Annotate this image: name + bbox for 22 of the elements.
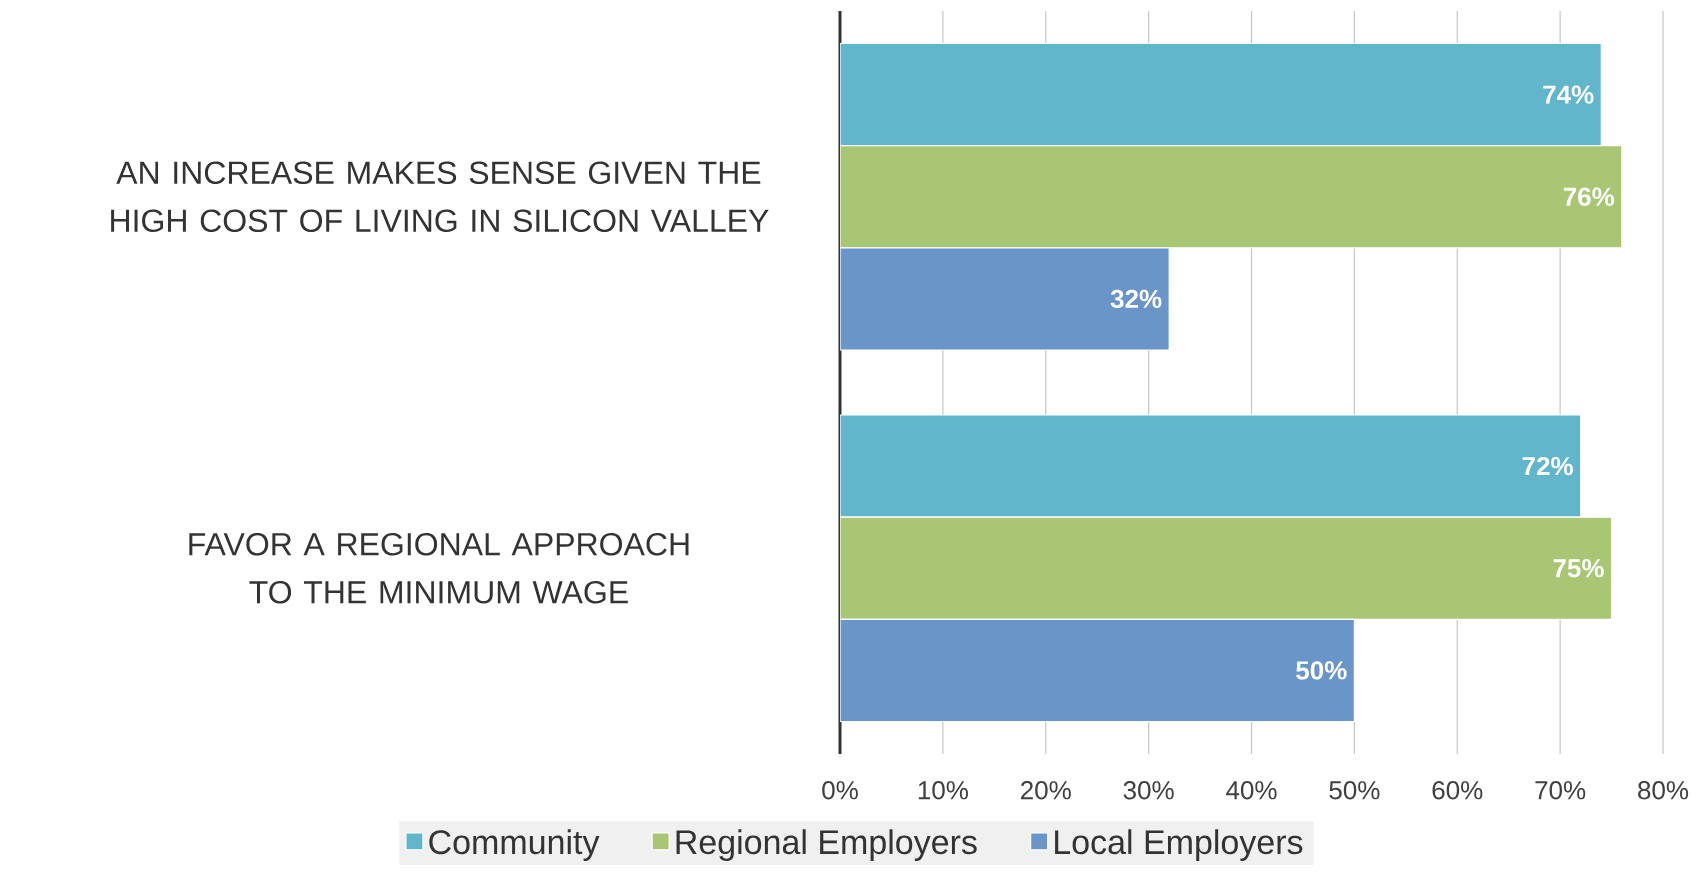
legend-label: Local Employers <box>1055 829 1303 861</box>
data-label: 74% <box>1543 85 1594 104</box>
x-tick-label: 40% <box>1226 781 1277 800</box>
data-label: 76% <box>1563 187 1615 206</box>
legend-label: Community <box>429 829 600 861</box>
legend-label: Regional Employers <box>676 829 977 861</box>
data-label: 50% <box>1296 661 1347 680</box>
x-tick-label: 30% <box>1123 781 1174 800</box>
x-tick-label: 10% <box>918 781 968 800</box>
y-tick-label: AN INCREASE MAKES SENSE GIVEN THE HIGH COST OF LIVING IN SILICON VALLEY <box>111 161 769 233</box>
bar <box>840 145 1623 249</box>
data-label: 75% <box>1553 559 1604 578</box>
y-tick-label: FAVOR A REGIONAL APPROACH TO THE MINIMUM WAGE <box>189 532 689 604</box>
x-tick-label: 20% <box>1021 781 1071 800</box>
x-tick-label: 80% <box>1638 781 1689 800</box>
x-tick-label: 60% <box>1432 781 1483 800</box>
x-tick-label: 0% <box>822 781 858 800</box>
bar <box>840 516 1613 620</box>
x-tick-label: 70% <box>1535 781 1586 800</box>
x-tick-label: 50% <box>1329 781 1380 800</box>
data-label: 72% <box>1522 456 1573 476</box>
data-label: 32% <box>1110 289 1162 309</box>
